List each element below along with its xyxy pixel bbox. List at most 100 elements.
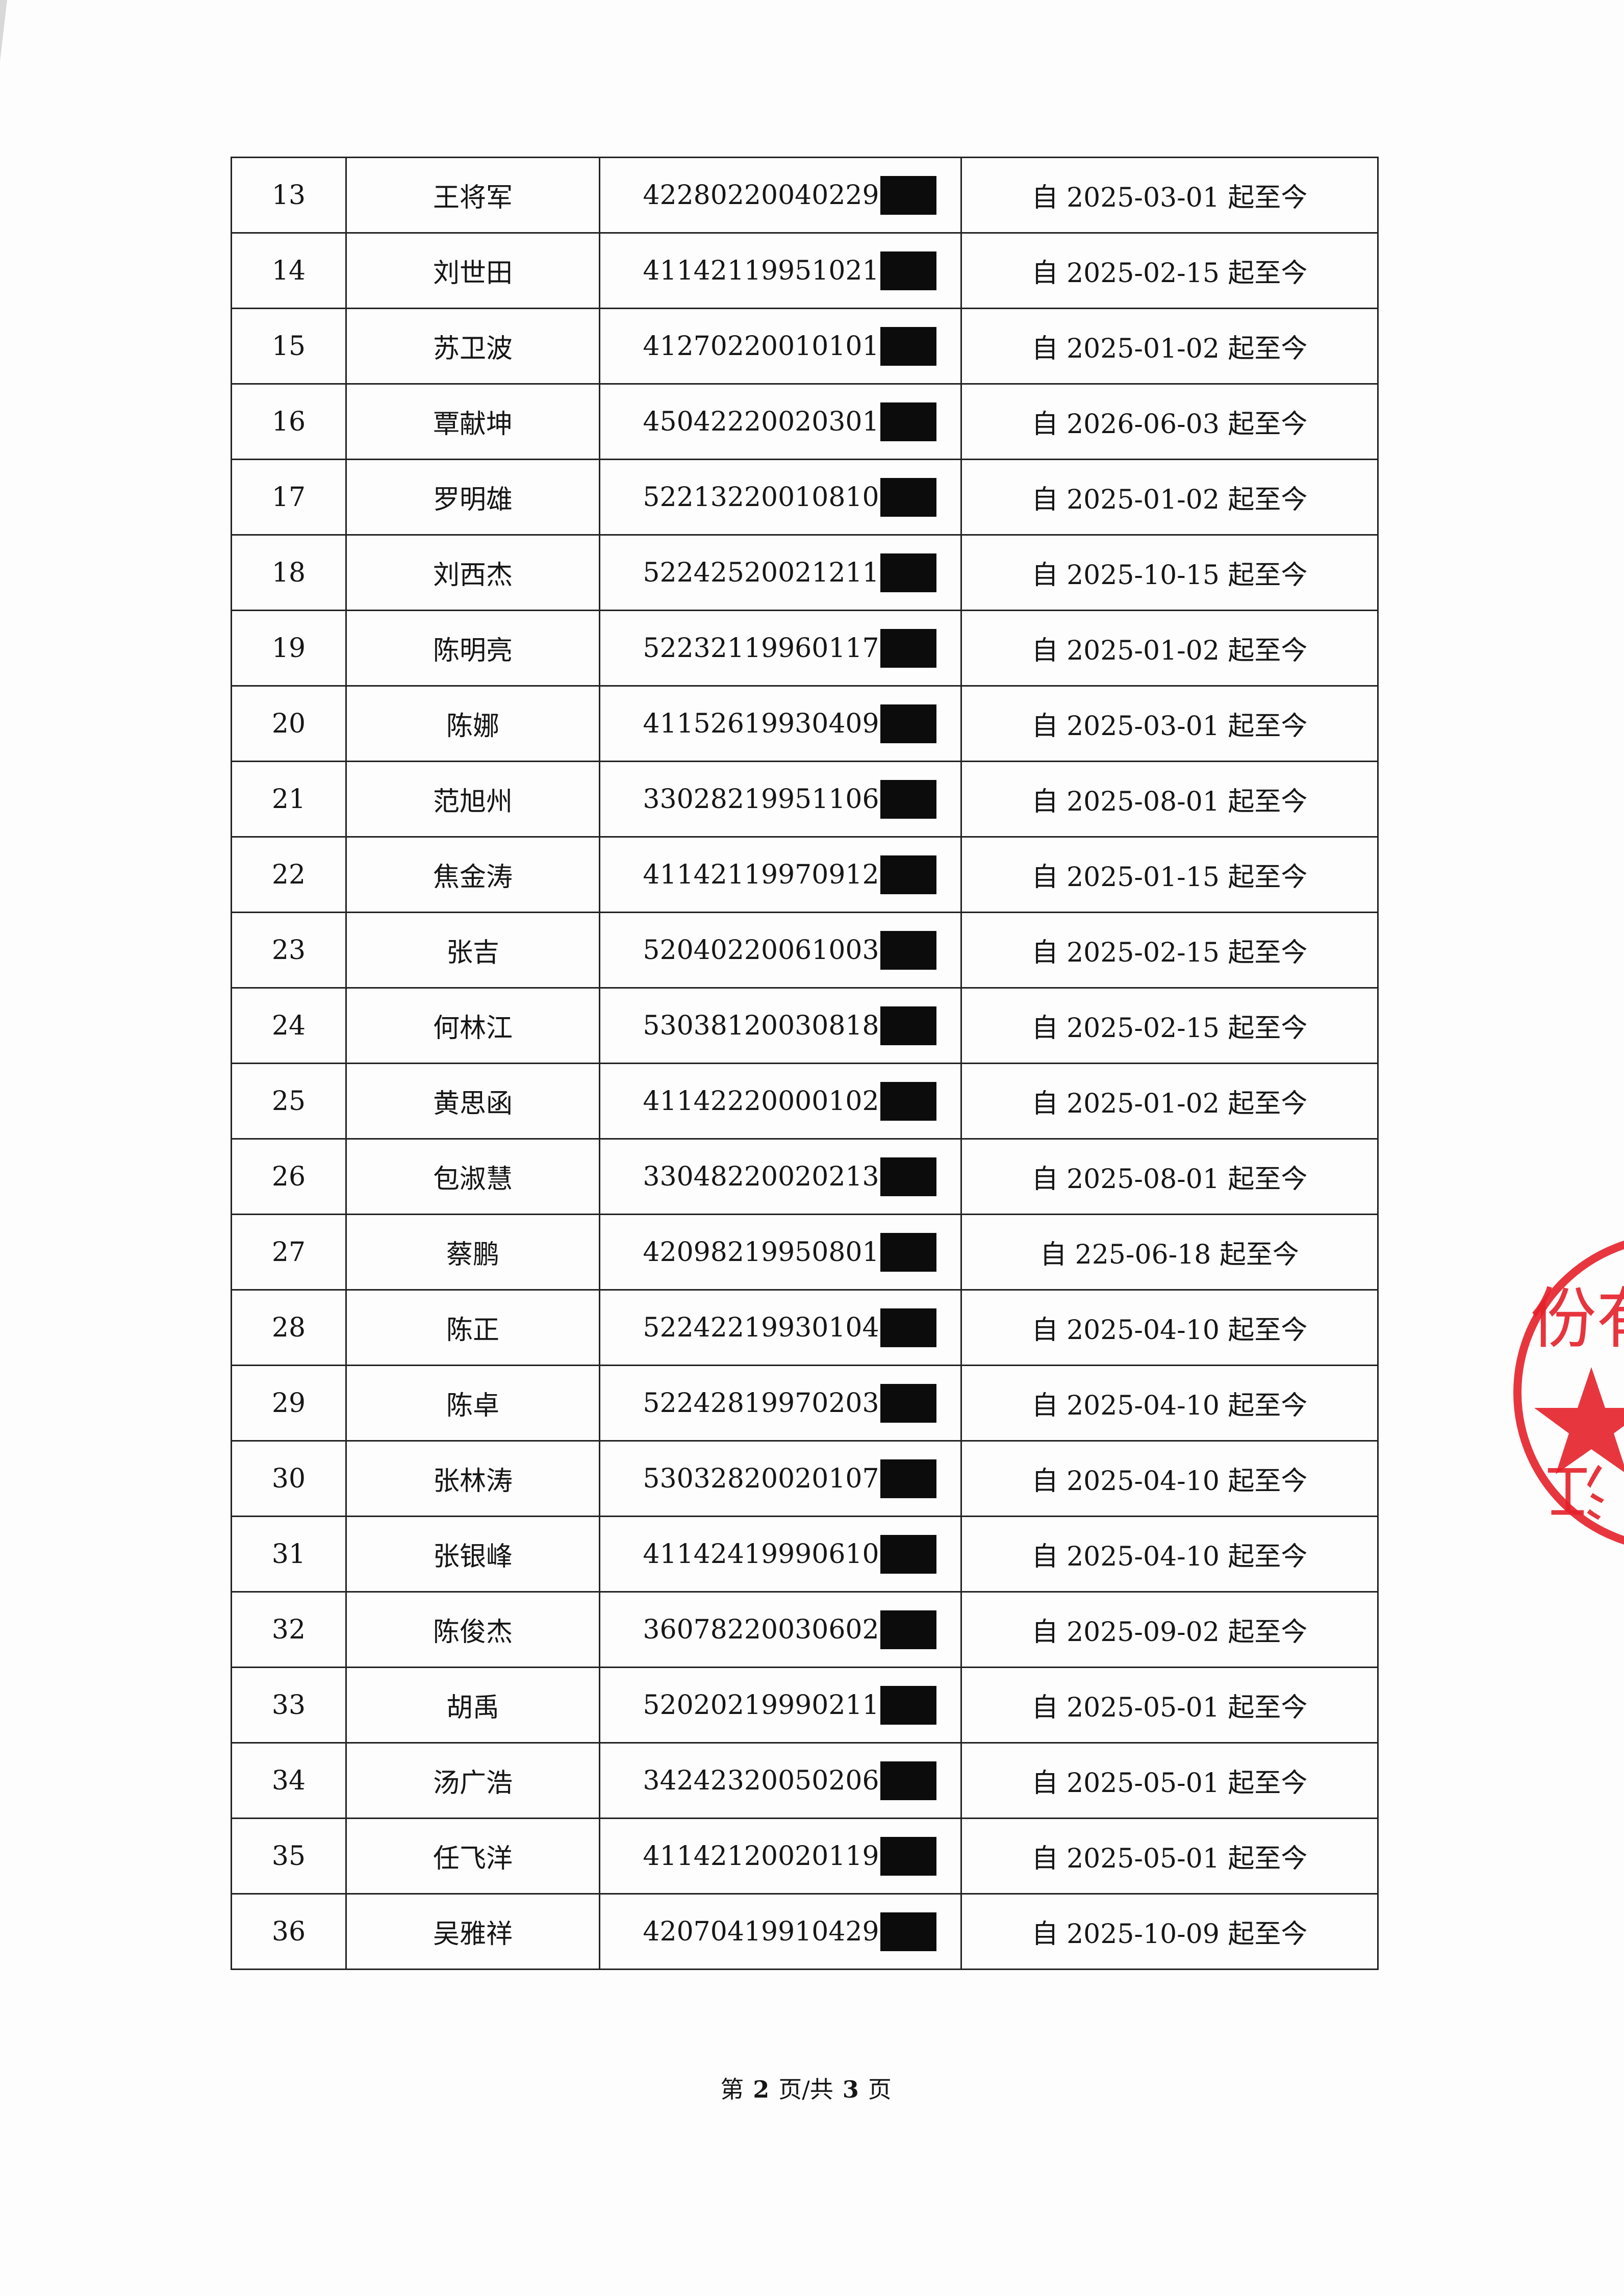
id-number: 52232119960117 bbox=[643, 633, 879, 664]
id-number-cell: 41142220000102 bbox=[599, 1063, 962, 1140]
employee-name: 刘世田 bbox=[345, 232, 600, 309]
employment-period: 自 2025-02-15 起至今 bbox=[960, 232, 1379, 309]
employee-name: 蔡鹏 bbox=[345, 1214, 600, 1291]
redaction-block bbox=[880, 1459, 936, 1498]
table-row: 33 胡禹 52020219990211 自 2025-05-01 起至今 bbox=[231, 1667, 1379, 1744]
id-number-cell: 52242520021211 bbox=[599, 534, 962, 611]
id-number: 41152619930409 bbox=[643, 708, 879, 739]
id-number-cell: 41142119970912 bbox=[599, 836, 962, 913]
redaction-block bbox=[880, 779, 936, 819]
table-row: 17 罗明雄 52213220010810 自 2025-01-02 起至今 bbox=[231, 459, 1379, 536]
employment-period: 自 2025-01-02 起至今 bbox=[960, 308, 1379, 385]
row-number: 23 bbox=[231, 912, 347, 989]
id-number: 33048220020213 bbox=[643, 1161, 879, 1192]
table-row: 14 刘世田 41142119951021 自 2025-02-15 起至今 bbox=[231, 232, 1379, 309]
id-number-cell: 53032820020107 bbox=[599, 1440, 962, 1517]
row-number: 29 bbox=[231, 1365, 347, 1442]
id-number-cell: 41270220010101 bbox=[599, 308, 962, 385]
id-number: 52213220010810 bbox=[643, 482, 879, 513]
id-number-cell: 45042220020301 bbox=[599, 383, 962, 460]
redaction-block bbox=[880, 1534, 936, 1574]
row-number: 17 bbox=[231, 459, 347, 536]
row-number: 19 bbox=[231, 610, 347, 687]
employee-name: 陈卓 bbox=[345, 1365, 600, 1442]
table-row: 27 蔡鹏 42098219950801 自 225-06-18 起至今 bbox=[231, 1214, 1379, 1291]
redaction-block bbox=[880, 1308, 936, 1347]
employment-period: 自 2026-06-03 起至今 bbox=[960, 383, 1379, 460]
table-row: 16 覃献坤 45042220020301 自 2026-06-03 起至今 bbox=[231, 383, 1379, 460]
current-page: 2 bbox=[753, 2076, 770, 2103]
page-middle: 页/共 bbox=[778, 2076, 833, 2103]
row-number: 15 bbox=[231, 308, 347, 385]
redaction-block bbox=[880, 628, 936, 668]
employee-name: 陈娜 bbox=[345, 685, 600, 762]
employment-period: 自 2025-01-02 起至今 bbox=[960, 459, 1379, 536]
employee-name: 陈俊杰 bbox=[345, 1591, 600, 1668]
redaction-block bbox=[880, 1836, 936, 1876]
employment-period: 自 2025-03-01 起至今 bbox=[960, 685, 1379, 762]
redaction-block bbox=[880, 930, 936, 970]
id-number-cell: 41142120020119 bbox=[599, 1818, 962, 1895]
employment-period: 自 2025-02-15 起至今 bbox=[960, 912, 1379, 989]
employment-period: 自 2025-10-09 起至今 bbox=[960, 1893, 1379, 1970]
employee-name: 罗明雄 bbox=[345, 459, 600, 536]
redaction-block bbox=[880, 1912, 936, 1951]
employee-name: 王将军 bbox=[345, 157, 600, 234]
redaction-block bbox=[880, 855, 936, 894]
svg-text:份有: 份有 bbox=[1530, 1280, 1624, 1357]
employment-period: 自 2025-05-01 起至今 bbox=[960, 1742, 1379, 1819]
row-number: 34 bbox=[231, 1742, 347, 1819]
id-number: 53032820020107 bbox=[643, 1463, 879, 1494]
employee-name: 包淑慧 bbox=[345, 1138, 600, 1215]
table-row: 13 王将军 42280220040229 自 2025-03-01 起至今 bbox=[231, 157, 1379, 234]
id-number: 45042220020301 bbox=[643, 406, 879, 437]
table-row: 30 张林涛 53032820020107 自 2025-04-10 起至今 bbox=[231, 1440, 1379, 1517]
row-number: 26 bbox=[231, 1138, 347, 1215]
id-number: 52242819970203 bbox=[643, 1387, 879, 1419]
redaction-block bbox=[880, 1685, 936, 1725]
employee-name: 胡禹 bbox=[345, 1667, 600, 1744]
redaction-block bbox=[880, 553, 936, 592]
page-prefix: 第 bbox=[720, 2076, 744, 2103]
redaction-block bbox=[880, 1610, 936, 1649]
employment-period: 自 2025-01-02 起至今 bbox=[960, 610, 1379, 687]
table-row: 31 张银峰 41142419990610 自 2025-04-10 起至今 bbox=[231, 1516, 1379, 1593]
redaction-block bbox=[880, 1157, 936, 1196]
row-number: 32 bbox=[231, 1591, 347, 1668]
redaction-block bbox=[880, 1761, 936, 1800]
id-number: 53038120030818 bbox=[643, 1010, 879, 1041]
employee-name: 何林江 bbox=[345, 987, 600, 1064]
row-number: 31 bbox=[231, 1516, 347, 1593]
table-row: 18 刘西杰 52242520021211 自 2025-10-15 起至今 bbox=[231, 534, 1379, 611]
row-number: 35 bbox=[231, 1818, 347, 1895]
employment-period: 自 2025-04-10 起至今 bbox=[960, 1365, 1379, 1442]
id-number-cell: 41142419990610 bbox=[599, 1516, 962, 1593]
id-number-cell: 41152619930409 bbox=[599, 685, 962, 762]
roster-table: 13 王将军 42280220040229 自 2025-03-01 起至今 14 刘世田… bbox=[231, 157, 1379, 1970]
redaction-block bbox=[880, 1232, 936, 1272]
employment-period: 自 2025-05-01 起至今 bbox=[960, 1818, 1379, 1895]
employment-period: 自 2025-04-10 起至今 bbox=[960, 1289, 1379, 1366]
table-row: 32 陈俊杰 36078220030602 自 2025-09-02 起至今 bbox=[231, 1591, 1379, 1668]
table-row: 28 陈正 52242219930104 自 2025-04-10 起至今 bbox=[231, 1289, 1379, 1366]
employee-name: 刘西杰 bbox=[345, 534, 600, 611]
row-number: 18 bbox=[231, 534, 347, 611]
redaction-block bbox=[880, 1081, 936, 1121]
id-number: 42070419910429 bbox=[643, 1916, 879, 1947]
row-number: 16 bbox=[231, 383, 347, 460]
id-number: 41142119951021 bbox=[643, 255, 879, 286]
id-number: 36078220030602 bbox=[643, 1614, 879, 1645]
redaction-block bbox=[880, 477, 936, 517]
employee-name: 陈明亮 bbox=[345, 610, 600, 687]
table-row: 23 张吉 52040220061003 自 2025-02-15 起至今 bbox=[231, 912, 1379, 989]
table-row: 15 苏卫波 41270220010101 自 2025-01-02 起至今 bbox=[231, 308, 1379, 385]
table-row: 34 汤广浩 34242320050206 自 2025-05-01 起至今 bbox=[231, 1742, 1379, 1819]
id-number-cell: 36078220030602 bbox=[599, 1591, 962, 1668]
table-row: 35 任飞洋 41142120020119 自 2025-05-01 起至今 bbox=[231, 1818, 1379, 1895]
row-number: 27 bbox=[231, 1214, 347, 1291]
id-number-cell: 52213220010810 bbox=[599, 459, 962, 536]
employee-name: 吴雅祥 bbox=[345, 1893, 600, 1970]
id-number: 33028219951106 bbox=[643, 784, 879, 815]
redaction-block bbox=[880, 326, 936, 366]
redaction-block bbox=[880, 1383, 936, 1423]
